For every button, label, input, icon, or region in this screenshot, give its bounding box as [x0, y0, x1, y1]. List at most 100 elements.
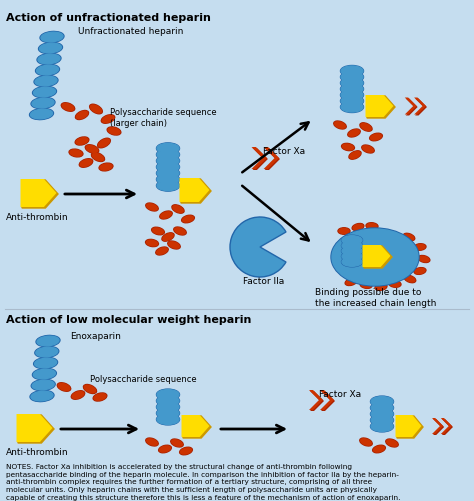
Ellipse shape — [341, 85, 363, 95]
Text: Binding possible due to
the increased chain length: Binding possible due to the increased ch… — [315, 288, 437, 308]
Ellipse shape — [157, 396, 179, 406]
Ellipse shape — [387, 440, 397, 446]
Ellipse shape — [360, 124, 372, 132]
Ellipse shape — [371, 396, 393, 407]
Ellipse shape — [157, 181, 179, 191]
Ellipse shape — [353, 225, 363, 230]
Ellipse shape — [360, 282, 372, 289]
Polygon shape — [253, 149, 268, 171]
Polygon shape — [367, 97, 395, 119]
Ellipse shape — [182, 216, 194, 223]
Ellipse shape — [332, 229, 418, 286]
Text: Enoxaparin: Enoxaparin — [70, 331, 121, 340]
Ellipse shape — [371, 415, 393, 425]
Ellipse shape — [373, 445, 385, 453]
Polygon shape — [405, 98, 417, 115]
Ellipse shape — [36, 65, 59, 77]
Polygon shape — [181, 180, 211, 203]
Ellipse shape — [340, 78, 364, 89]
Ellipse shape — [341, 91, 363, 101]
Ellipse shape — [58, 384, 70, 391]
Polygon shape — [433, 419, 444, 435]
Text: Factor Xa: Factor Xa — [263, 147, 305, 156]
Polygon shape — [320, 390, 334, 410]
Polygon shape — [321, 391, 335, 411]
Ellipse shape — [331, 228, 419, 287]
Ellipse shape — [180, 447, 192, 455]
Ellipse shape — [419, 257, 429, 262]
Ellipse shape — [348, 130, 360, 138]
Wedge shape — [230, 217, 286, 278]
Polygon shape — [363, 245, 391, 268]
Ellipse shape — [156, 144, 180, 155]
Ellipse shape — [62, 104, 74, 111]
Ellipse shape — [414, 244, 426, 251]
Ellipse shape — [350, 152, 360, 159]
Polygon shape — [310, 391, 324, 411]
Ellipse shape — [34, 358, 57, 369]
Ellipse shape — [36, 348, 58, 357]
Ellipse shape — [386, 439, 398, 447]
Ellipse shape — [340, 96, 364, 107]
Polygon shape — [183, 416, 211, 438]
Ellipse shape — [342, 247, 362, 256]
Ellipse shape — [157, 175, 179, 185]
Ellipse shape — [352, 224, 364, 231]
Ellipse shape — [363, 146, 373, 153]
Polygon shape — [414, 98, 426, 115]
Ellipse shape — [157, 414, 179, 424]
Ellipse shape — [80, 160, 92, 167]
Polygon shape — [22, 181, 58, 208]
Polygon shape — [441, 418, 452, 434]
Ellipse shape — [157, 144, 179, 154]
Polygon shape — [18, 415, 54, 443]
Ellipse shape — [160, 446, 170, 452]
Text: Anti-thrombin: Anti-thrombin — [6, 447, 69, 456]
Ellipse shape — [341, 103, 363, 113]
Ellipse shape — [99, 140, 109, 148]
Ellipse shape — [342, 241, 362, 250]
Ellipse shape — [38, 55, 60, 65]
Polygon shape — [182, 415, 210, 437]
Ellipse shape — [342, 253, 362, 262]
Polygon shape — [17, 414, 53, 442]
Ellipse shape — [99, 164, 113, 171]
Polygon shape — [415, 99, 427, 116]
Ellipse shape — [371, 421, 393, 431]
Ellipse shape — [341, 246, 363, 257]
Ellipse shape — [156, 395, 180, 406]
Ellipse shape — [91, 153, 105, 162]
Ellipse shape — [163, 234, 173, 241]
Ellipse shape — [31, 380, 55, 391]
Ellipse shape — [33, 87, 56, 98]
Ellipse shape — [338, 228, 350, 235]
Ellipse shape — [171, 439, 183, 447]
Text: Polysaccharide sequence
(larger chain): Polysaccharide sequence (larger chain) — [110, 108, 217, 128]
Ellipse shape — [162, 233, 174, 241]
Ellipse shape — [37, 54, 61, 66]
Ellipse shape — [360, 438, 372, 446]
Ellipse shape — [107, 128, 121, 136]
Polygon shape — [365, 96, 393, 118]
Ellipse shape — [175, 228, 185, 235]
Ellipse shape — [341, 67, 363, 77]
Ellipse shape — [349, 131, 359, 137]
Ellipse shape — [41, 33, 63, 43]
Ellipse shape — [57, 383, 71, 391]
Ellipse shape — [340, 66, 364, 77]
Ellipse shape — [341, 252, 363, 262]
Ellipse shape — [69, 150, 83, 158]
Ellipse shape — [341, 97, 363, 107]
Ellipse shape — [156, 156, 180, 167]
Ellipse shape — [147, 439, 157, 445]
Polygon shape — [309, 390, 323, 410]
Ellipse shape — [361, 439, 371, 445]
Polygon shape — [264, 148, 279, 170]
Ellipse shape — [32, 99, 54, 109]
Ellipse shape — [341, 258, 363, 267]
Ellipse shape — [341, 79, 363, 89]
Ellipse shape — [34, 76, 58, 87]
Ellipse shape — [160, 211, 172, 219]
Ellipse shape — [38, 43, 63, 55]
Ellipse shape — [404, 234, 414, 240]
